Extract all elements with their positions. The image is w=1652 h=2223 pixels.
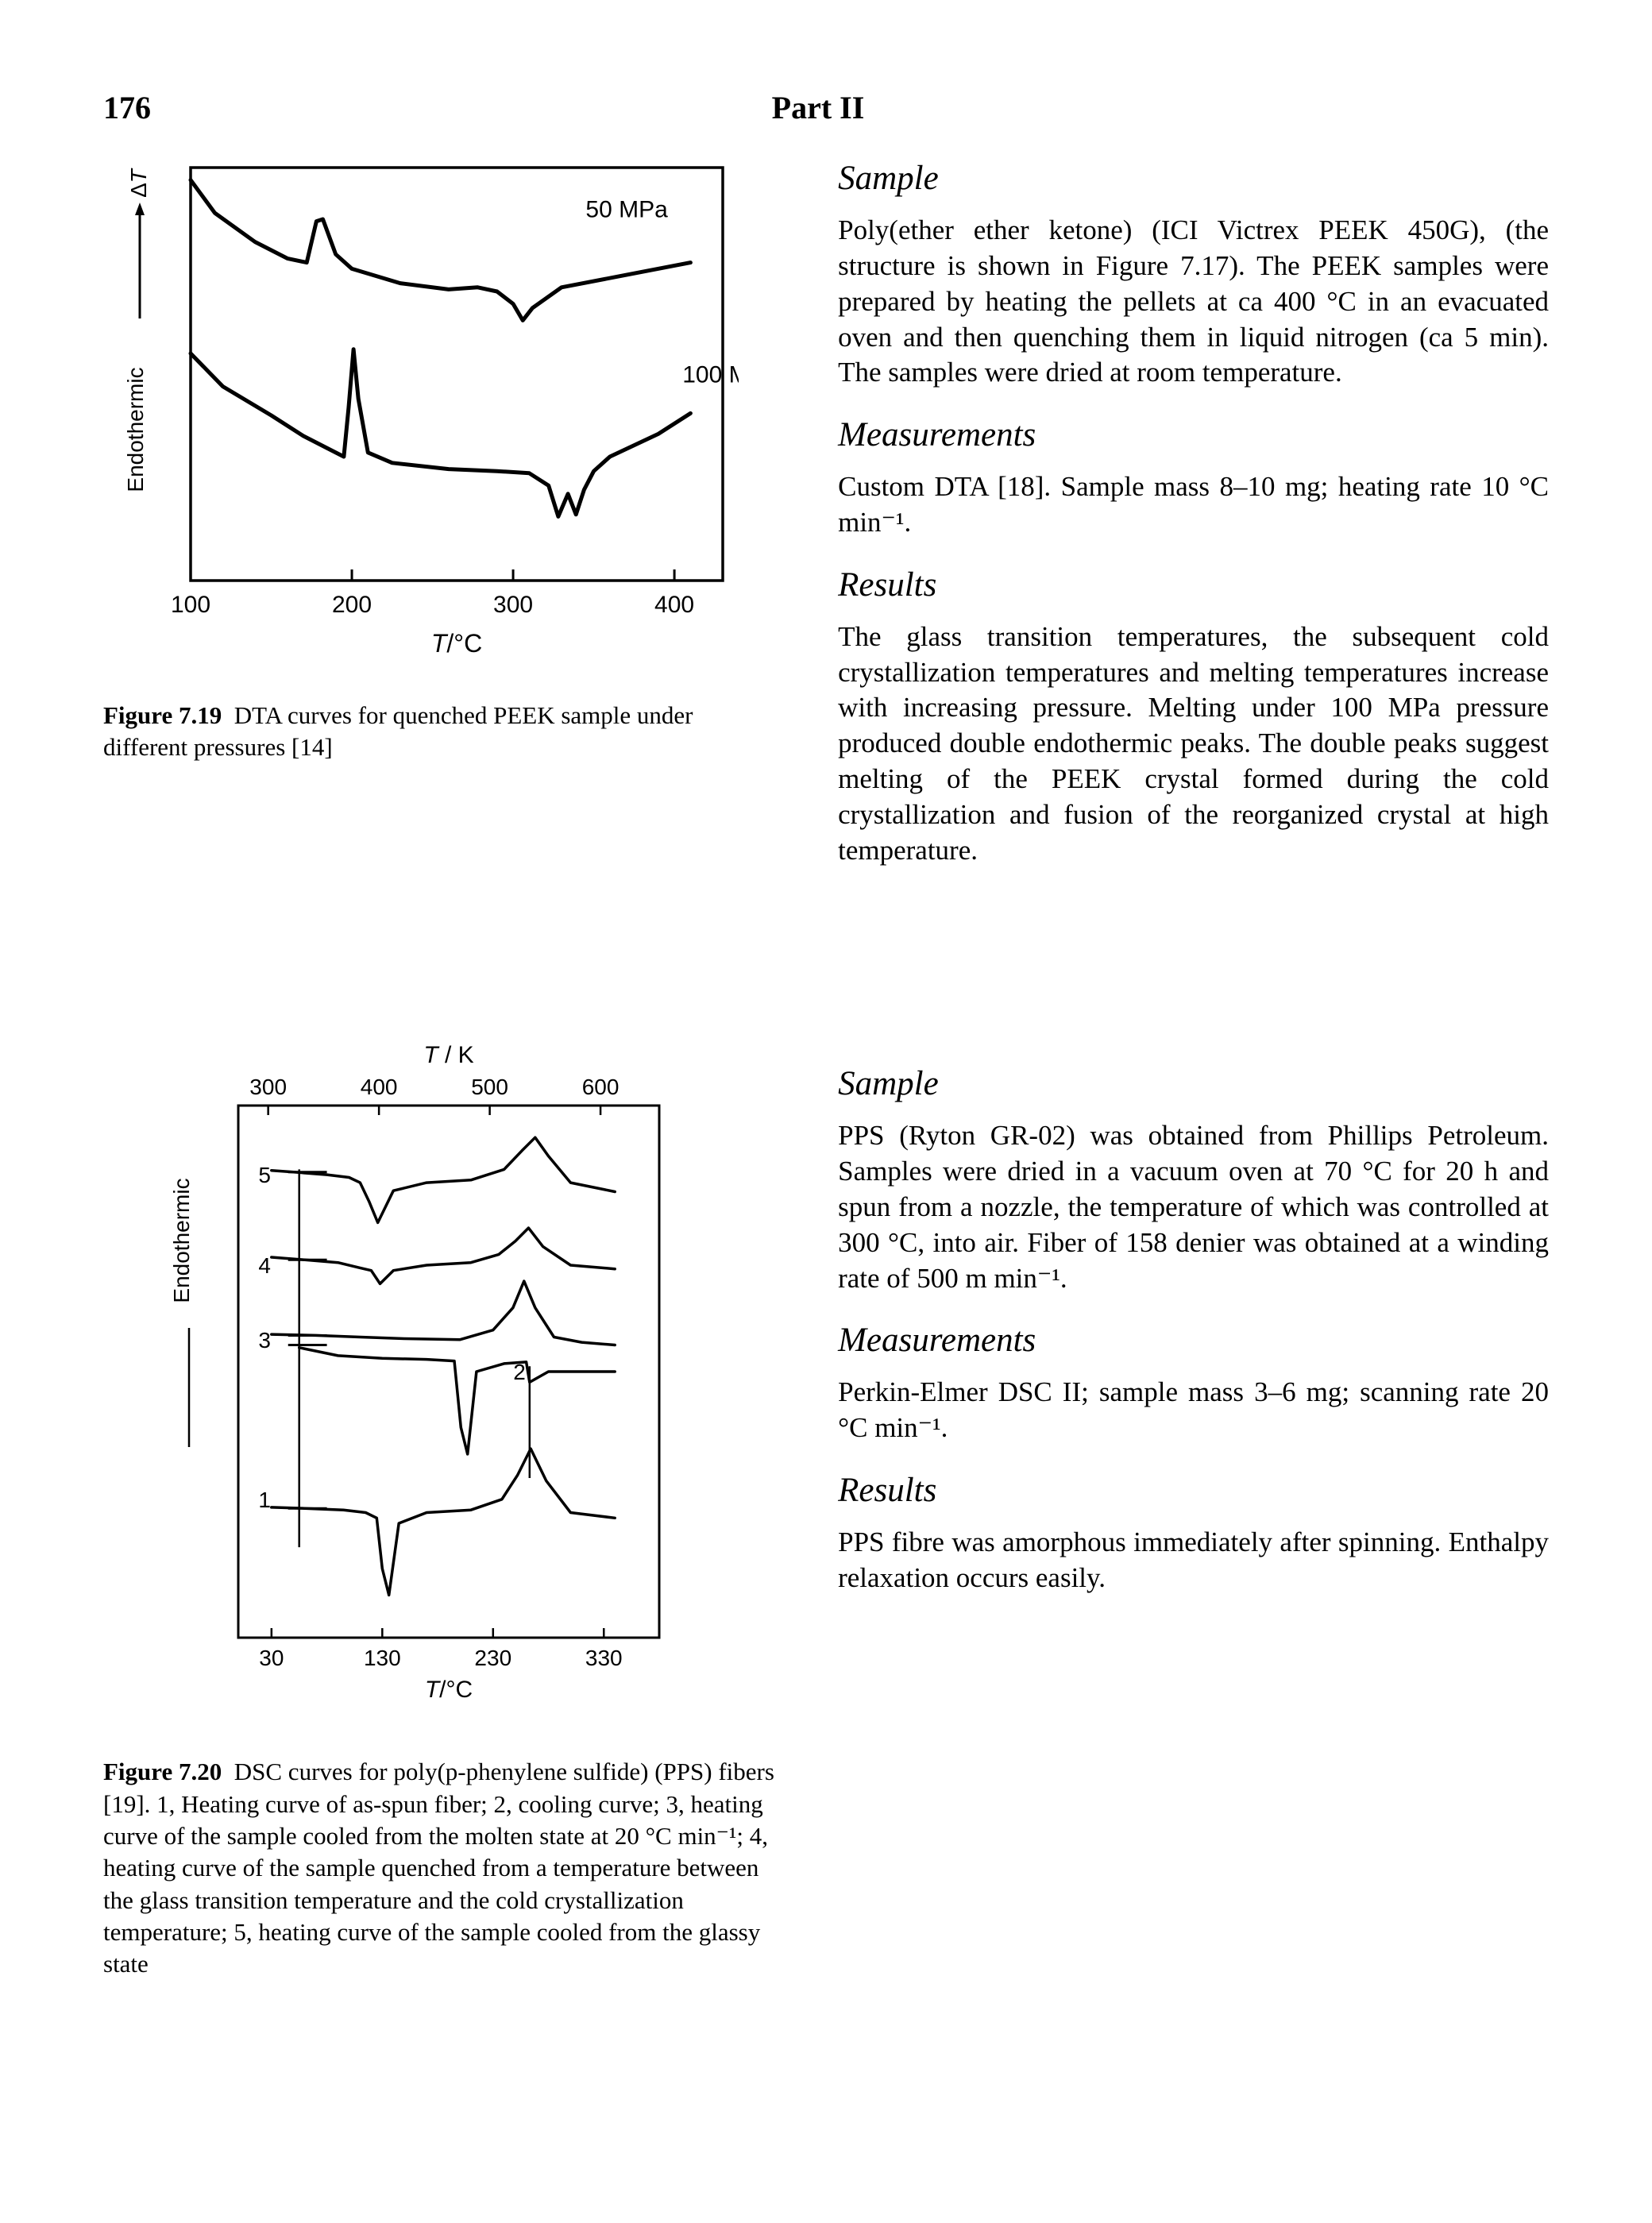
- section-heading-sample: Sample: [838, 1062, 1549, 1106]
- svg-text:50 MPa: 50 MPa: [585, 197, 668, 223]
- section-heading-sample: Sample: [838, 156, 1549, 200]
- svg-text:Endothermic: Endothermic: [169, 1178, 194, 1303]
- chart-7-20: 300 400 500 600 T / K 30 130 230 330 T/°C Endother…: [151, 1018, 707, 1733]
- page-header: 176 Part II: [103, 87, 1549, 128]
- paragraph: Perkin-Elmer DSC II; sample mass 3–6 mg;…: [838, 1375, 1549, 1446]
- figure-7-19: 100 200 300 400 T/°C Endothermic ΔT 50 MPa 100 M…: [103, 152, 782, 685]
- svg-text:200: 200: [332, 592, 372, 618]
- svg-text:ΔT: ΔT: [126, 168, 151, 198]
- chart-7-19: 100 200 300 400 T/°C Endothermic ΔT 50 MPa 100 M…: [103, 152, 739, 676]
- svg-text:400: 400: [361, 1075, 398, 1099]
- right-column: Sample Poly(ether ether ketone) (ICI Vic…: [838, 152, 1549, 1980]
- paragraph: Custom DTA [18]. Sample mass 8–10 mg; he…: [838, 469, 1549, 541]
- svg-text:330: 330: [585, 1646, 623, 1670]
- svg-text:130: 130: [364, 1646, 401, 1670]
- figure-7-20-caption-bold: Figure 7.20: [103, 1758, 222, 1785]
- figure-7-19-caption-bold: Figure 7.19: [103, 701, 222, 729]
- paragraph: PPS fibre was amorphous immediately afte…: [838, 1525, 1549, 1596]
- part-label: Part II: [772, 87, 865, 128]
- left-column: 100 200 300 400 T/°C Endothermic ΔT 50 MPa 100 M…: [103, 152, 782, 1980]
- figure-7-20: 300 400 500 600 T / K 30 130 230 330 T/°C Endother…: [103, 1018, 782, 1743]
- paragraph: Poly(ether ether ketone) (ICI Victrex PE…: [838, 213, 1549, 391]
- figure-7-20-caption-text: DSC curves for poly(p-phenylene sulfide)…: [103, 1758, 774, 1978]
- svg-text:4: 4: [258, 1253, 271, 1278]
- svg-text:300: 300: [493, 592, 533, 618]
- svg-text:T/°C: T/°C: [431, 629, 482, 658]
- svg-text:500: 500: [471, 1075, 508, 1099]
- svg-text:T / K: T / K: [423, 1042, 473, 1068]
- section-heading-measurements: Measurements: [838, 413, 1549, 457]
- svg-text:400: 400: [654, 592, 694, 618]
- svg-text:2: 2: [513, 1360, 526, 1384]
- svg-text:5: 5: [258, 1163, 271, 1187]
- page-number: 176: [103, 87, 151, 128]
- svg-text:230: 230: [474, 1646, 511, 1670]
- figure-7-19-caption: Figure 7.19 DTA curves for quenched PEEK…: [103, 700, 782, 764]
- section-heading-results: Results: [838, 563, 1549, 607]
- svg-text:300: 300: [249, 1075, 287, 1099]
- svg-text:T/°C: T/°C: [425, 1677, 473, 1703]
- figure-7-20-caption: Figure 7.20 DSC curves for poly(p-phenyl…: [103, 1756, 782, 1980]
- svg-text:600: 600: [582, 1075, 620, 1099]
- svg-text:1: 1: [258, 1487, 271, 1511]
- svg-text:Endothermic: Endothermic: [123, 368, 148, 492]
- section-heading-measurements: Measurements: [838, 1318, 1549, 1362]
- svg-text:100: 100: [171, 592, 210, 618]
- paragraph: The glass transition temperatures, the s…: [838, 619, 1549, 869]
- paragraph: PPS (Ryton GR-02) was obtained from Phil…: [838, 1118, 1549, 1296]
- section-heading-results: Results: [838, 1468, 1549, 1512]
- svg-text:30: 30: [259, 1646, 284, 1670]
- svg-text:3: 3: [258, 1327, 271, 1352]
- svg-text:100 MPa: 100 MPa: [682, 362, 739, 388]
